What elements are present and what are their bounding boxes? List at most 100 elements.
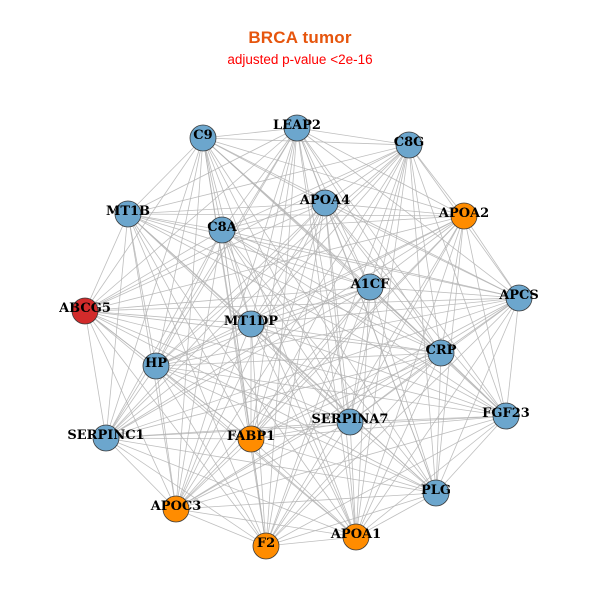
node-label-C8G: C8G xyxy=(394,135,425,150)
network-edge xyxy=(155,229,223,367)
network-edge xyxy=(202,137,357,538)
network-edge xyxy=(127,213,465,217)
node-label-APCS: APCS xyxy=(498,288,539,303)
network-node-A1CF xyxy=(356,273,384,301)
network-edge xyxy=(127,137,204,215)
network-edge xyxy=(324,202,442,354)
network-edge xyxy=(324,202,520,299)
network-edge xyxy=(175,229,223,510)
node-label-C8A: C8A xyxy=(207,220,237,235)
network-edge xyxy=(463,215,520,299)
network-edge xyxy=(127,127,298,215)
network-edge xyxy=(127,202,326,215)
network-edge xyxy=(440,215,465,354)
network-edge xyxy=(324,144,410,204)
network-edge xyxy=(155,352,442,367)
network-node-MT1B xyxy=(114,200,142,228)
network-edge xyxy=(155,323,252,367)
network-node-APOA4 xyxy=(311,189,339,217)
network-edge xyxy=(250,352,442,440)
network-edge xyxy=(84,310,252,325)
network-edge xyxy=(84,310,357,538)
network-node-HP xyxy=(142,352,170,380)
network-edge xyxy=(221,229,437,494)
network-edge xyxy=(349,352,442,423)
network-edge xyxy=(250,202,326,325)
network-edge xyxy=(250,286,371,440)
network-edge xyxy=(175,286,371,510)
network-edge xyxy=(105,421,351,439)
network-edge xyxy=(250,323,442,354)
network-edge xyxy=(105,323,252,439)
network-edge xyxy=(84,286,371,312)
network-node-APOC3 xyxy=(162,495,190,523)
network-edge xyxy=(105,437,437,494)
network-node-FABP1 xyxy=(237,425,265,453)
node-label-APOA4: APOA4 xyxy=(299,193,350,208)
network-edge xyxy=(265,415,507,547)
network-edge xyxy=(324,202,351,423)
node-label-SERPINC1: SERPINC1 xyxy=(67,428,144,443)
network-node-C8G xyxy=(395,131,423,159)
network-edge xyxy=(127,213,371,288)
network-node-C9 xyxy=(189,124,217,152)
node-label-SERPINA7: SERPINA7 xyxy=(312,412,389,427)
network-edge xyxy=(105,415,507,439)
network-edge xyxy=(84,229,223,312)
network-edge xyxy=(296,127,520,299)
network-edge xyxy=(84,310,442,354)
network-edge xyxy=(355,415,507,538)
network-edge xyxy=(250,438,357,538)
network-edge xyxy=(408,144,442,354)
network-edge xyxy=(84,215,465,312)
node-label-FGF23: FGF23 xyxy=(482,406,530,421)
network-edge xyxy=(84,297,520,312)
network-edge xyxy=(155,202,326,367)
network-edge xyxy=(127,213,351,423)
labels-layer: C9 LEAP2 C8G MT1B APOA4 APOA2 C8A A1CF APCS ABCG5… xyxy=(58,118,539,551)
network-edge xyxy=(84,310,177,510)
node-label-CRP: CRP xyxy=(426,343,457,358)
network-edge xyxy=(155,365,267,547)
network-edge xyxy=(250,202,326,440)
network-edge xyxy=(84,137,204,312)
network-edge xyxy=(250,215,465,325)
network-edge xyxy=(265,286,371,547)
network-edge xyxy=(250,144,410,440)
network-edge xyxy=(250,286,371,325)
network-edge xyxy=(105,137,204,439)
network-edge xyxy=(221,229,507,417)
node-label-HP: HP xyxy=(145,356,167,371)
network-edge xyxy=(175,508,267,547)
network-edge xyxy=(296,127,410,146)
network-edge xyxy=(440,352,507,417)
network-edge xyxy=(127,144,410,215)
network-edge xyxy=(250,127,298,440)
network-edge xyxy=(324,202,465,217)
network-edge xyxy=(296,127,465,217)
network-edge xyxy=(435,297,520,494)
network-edge xyxy=(127,213,507,417)
network-edge xyxy=(127,213,252,440)
network-edge xyxy=(155,365,177,510)
network-edge xyxy=(265,492,437,547)
network-edge xyxy=(221,215,465,231)
network-edge xyxy=(221,229,252,325)
network-edge xyxy=(175,438,252,510)
network-edge xyxy=(84,310,507,417)
network-edge xyxy=(505,297,520,417)
network-edge xyxy=(324,202,437,494)
network-edge xyxy=(221,144,410,231)
network-edge xyxy=(127,213,520,299)
edges-layer xyxy=(84,127,520,547)
network-edge xyxy=(250,297,520,325)
network-edge xyxy=(349,421,437,494)
network-edge xyxy=(155,297,520,367)
network-edge xyxy=(127,213,442,354)
network-edge xyxy=(355,352,442,538)
network-edge xyxy=(155,365,357,538)
nodes-layer xyxy=(71,114,533,560)
network-edge xyxy=(155,137,204,367)
network-edge xyxy=(221,229,357,538)
